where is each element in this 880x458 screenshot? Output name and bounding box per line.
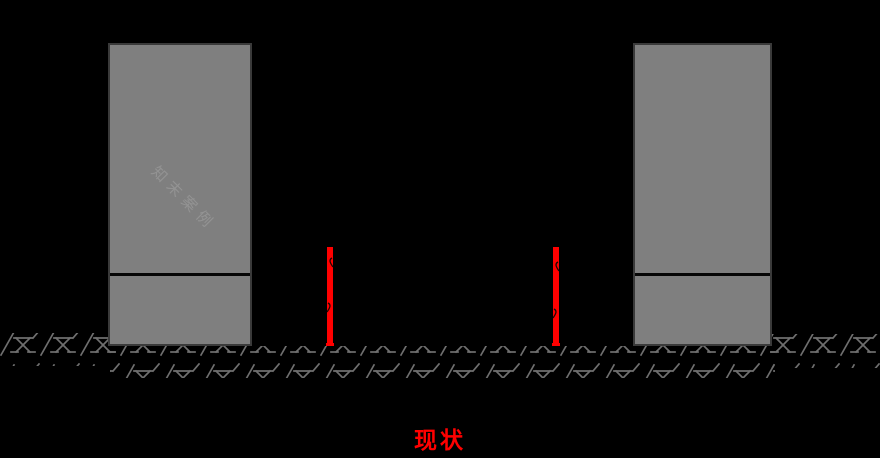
marker-break-notches — [553, 261, 559, 319]
ground-hatch-left-segment — [0, 333, 116, 366]
left-building: 知末案例 — [108, 43, 252, 346]
ground-hatch-right-segment — [768, 334, 880, 368]
marker-base — [552, 343, 560, 346]
marker-base — [326, 343, 334, 346]
right-building: 知末案例 — [633, 43, 772, 346]
left-building-base-divider-line — [110, 273, 250, 276]
marker-break-notches — [327, 257, 333, 313]
watermark-text: 知末案例 — [147, 163, 220, 235]
survey-marker-right — [552, 247, 560, 346]
diagram-title: 现状 — [414, 427, 466, 453]
ground-hatch-mid-segment — [110, 346, 775, 378]
right-building-base-divider-line — [635, 273, 770, 276]
survey-marker-left — [326, 247, 334, 346]
